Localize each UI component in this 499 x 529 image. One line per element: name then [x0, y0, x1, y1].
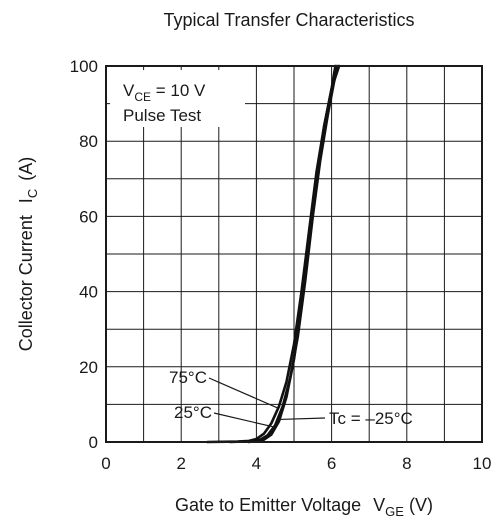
series-group	[206, 64, 341, 444]
chart-title: Typical Transfer Characteristics	[163, 10, 414, 30]
y-tick-label: 100	[70, 57, 98, 76]
annotation-label: Tc = –25°C	[329, 409, 413, 428]
annotation-leader	[213, 412, 274, 428]
x-tick-label: 2	[176, 454, 185, 473]
x-axis-label: Gate to Emitter Voltage VGE (V)	[175, 495, 433, 519]
annotation-label: 75°C	[169, 368, 207, 387]
annotations: 75°C 25°C Tc = –25°C	[169, 368, 413, 428]
condition-pulse: Pulse Test	[123, 106, 201, 125]
x-tick-label: 0	[101, 454, 110, 473]
y-tick-label: 80	[79, 132, 98, 151]
plot-frame	[105, 65, 483, 443]
y-tick-label: 0	[89, 433, 98, 452]
x-tick-label: 8	[402, 454, 411, 473]
annotation-label: 25°C	[174, 403, 212, 422]
series-line-2	[247, 64, 341, 444]
annotation-leader	[208, 377, 279, 409]
grid	[106, 66, 482, 442]
annotation-leader	[279, 417, 326, 421]
x-tick-label: 10	[473, 454, 492, 473]
condition-box	[110, 70, 245, 127]
x-tick-label: 6	[327, 454, 336, 473]
y-tick-label: 60	[79, 207, 98, 226]
y-axis-label: Collector CurrentIC(A)	[16, 157, 40, 351]
x-tick-label: 4	[252, 454, 261, 473]
y-tick-label: 20	[79, 358, 98, 377]
condition-vce: VCE = 10 V	[123, 81, 206, 104]
y-tick-label: 40	[79, 283, 98, 302]
